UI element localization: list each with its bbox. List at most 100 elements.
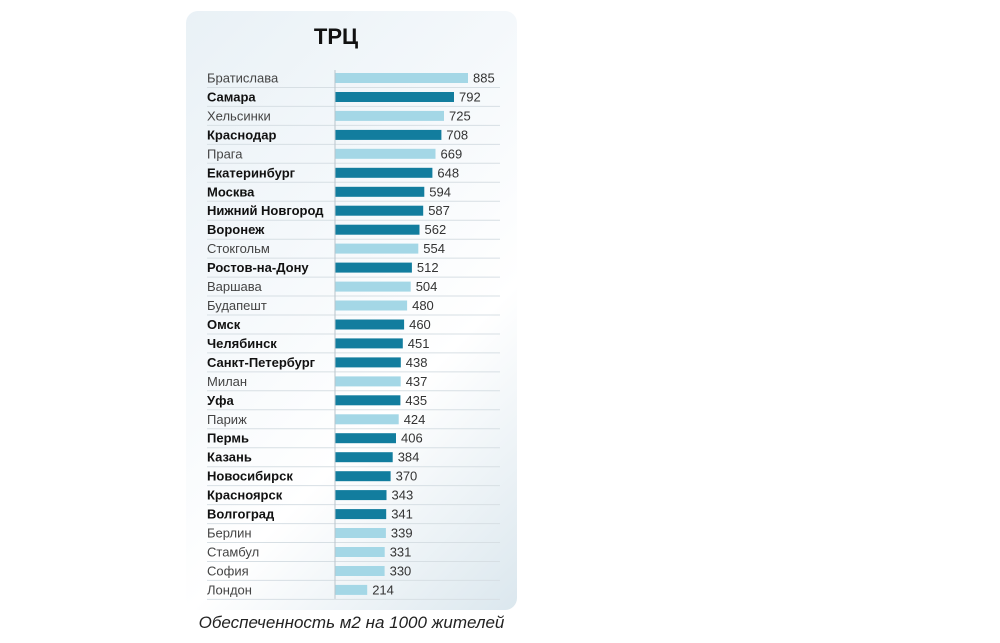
- bar: [335, 357, 401, 368]
- bar: [335, 129, 442, 140]
- bar: [335, 490, 387, 501]
- value-label: 504: [416, 279, 438, 294]
- bar: [335, 73, 468, 83]
- category-label: Москва: [207, 184, 255, 199]
- bar: [335, 338, 403, 349]
- value-label: 460: [409, 317, 431, 332]
- value-label: 792: [459, 90, 481, 105]
- bar: [335, 395, 401, 406]
- category-label: Екатеринбург: [207, 165, 296, 180]
- category-label: Воронеж: [207, 222, 265, 237]
- category-label: Братислава: [207, 71, 279, 86]
- value-label: 725: [449, 108, 471, 123]
- category-label: Лондон: [207, 582, 252, 597]
- bar-row: Красноярск 343: [207, 488, 500, 506]
- bar: [335, 167, 433, 178]
- bar: [335, 528, 386, 538]
- bar-row: Варшава 504: [207, 279, 500, 297]
- category-label: Будапешт: [207, 298, 267, 313]
- category-label: София: [207, 564, 249, 579]
- bar: [335, 110, 444, 121]
- value-label: 669: [441, 146, 463, 161]
- category-label: Уфа: [207, 393, 234, 408]
- bar-row: Челябинск 451: [207, 336, 500, 354]
- value-label: 648: [437, 165, 459, 180]
- value-label: 341: [391, 507, 413, 522]
- bar-row: Милан 437: [207, 374, 500, 392]
- bar-row: Омск 460: [207, 317, 500, 335]
- bar: [335, 471, 391, 482]
- bar: [335, 92, 454, 102]
- bar: [335, 547, 385, 557]
- chart-title: ТРЦ: [313, 24, 359, 49]
- value-label: 480: [412, 298, 434, 313]
- bar-row: Берлин 339: [207, 526, 500, 543]
- bar-row: Стамбул 331: [207, 545, 500, 562]
- bar-row: Новосибирск 370: [207, 469, 500, 487]
- bar: [335, 584, 368, 595]
- bar-row: Ростов-на-Дону 512: [207, 260, 500, 278]
- bar-row: Хельсинки 725: [207, 108, 500, 126]
- value-label: 451: [408, 336, 430, 351]
- value-label: 424: [404, 412, 426, 427]
- bar: [335, 452, 393, 463]
- category-label: Новосибирск: [207, 469, 293, 484]
- category-label: Пермь: [207, 431, 249, 446]
- bar-row: Москва 594: [207, 184, 500, 202]
- value-label: 339: [391, 526, 413, 541]
- value-label: 708: [446, 127, 468, 142]
- value-label: 435: [405, 393, 427, 408]
- bar: [335, 414, 399, 425]
- category-label: Омск: [207, 317, 241, 332]
- value-label: 438: [406, 355, 428, 370]
- bar-row: Лондон 214: [207, 582, 500, 600]
- category-label: Милан: [207, 374, 247, 389]
- value-label: 331: [390, 545, 412, 560]
- value-label: 384: [398, 450, 420, 465]
- category-label: Краснодар: [207, 127, 276, 142]
- bar-row: Братислава 885: [207, 71, 500, 88]
- bar-row: Санкт-Петербург 438: [207, 355, 500, 373]
- category-label: Волгоград: [207, 507, 275, 522]
- bar: [335, 376, 401, 387]
- value-label: 562: [425, 222, 447, 237]
- bar-row: Париж 424: [207, 412, 500, 430]
- value-label: 370: [396, 469, 418, 484]
- value-label: 214: [372, 582, 394, 597]
- category-label: Красноярск: [207, 488, 283, 503]
- bar: [335, 319, 405, 330]
- value-label: 885: [473, 71, 495, 86]
- category-label: Ростов-на-Дону: [207, 260, 309, 275]
- category-label: Казань: [207, 450, 252, 465]
- bar: [335, 262, 412, 273]
- category-label: Нижний Новгород: [207, 203, 324, 218]
- bar-row: Волгоград 341: [207, 507, 500, 525]
- category-label: Хельсинки: [207, 108, 271, 123]
- bar-row: Будапешт 480: [207, 298, 500, 316]
- bar-row: Екатеринбург 648: [207, 165, 500, 183]
- category-label: Берлин: [207, 526, 252, 541]
- bar-row: Прага 669: [207, 146, 500, 164]
- bar: [335, 205, 424, 216]
- value-label: 343: [392, 488, 414, 503]
- value-label: 594: [429, 184, 451, 199]
- category-label: Стокгольм: [207, 241, 270, 256]
- category-label: Прага: [207, 146, 243, 161]
- bar: [335, 224, 420, 235]
- bar: [335, 186, 425, 197]
- bar-row: Пермь 406: [207, 431, 500, 449]
- category-label: Самара: [207, 90, 256, 105]
- chart-caption: Обеспеченность м2 на 1000 жителей: [198, 613, 505, 632]
- bar-row: Нижний Новгород 587: [207, 203, 500, 221]
- bar: [335, 243, 419, 254]
- value-label: 587: [428, 203, 450, 218]
- bar: [335, 300, 408, 311]
- bar-row: Воронеж 562: [207, 222, 500, 240]
- value-label: 554: [423, 241, 445, 256]
- bar: [335, 148, 436, 159]
- category-label: Челябинск: [207, 336, 277, 351]
- category-label: Варшава: [207, 279, 263, 294]
- bar: [335, 566, 385, 576]
- bar-row: Казань 384: [207, 450, 500, 468]
